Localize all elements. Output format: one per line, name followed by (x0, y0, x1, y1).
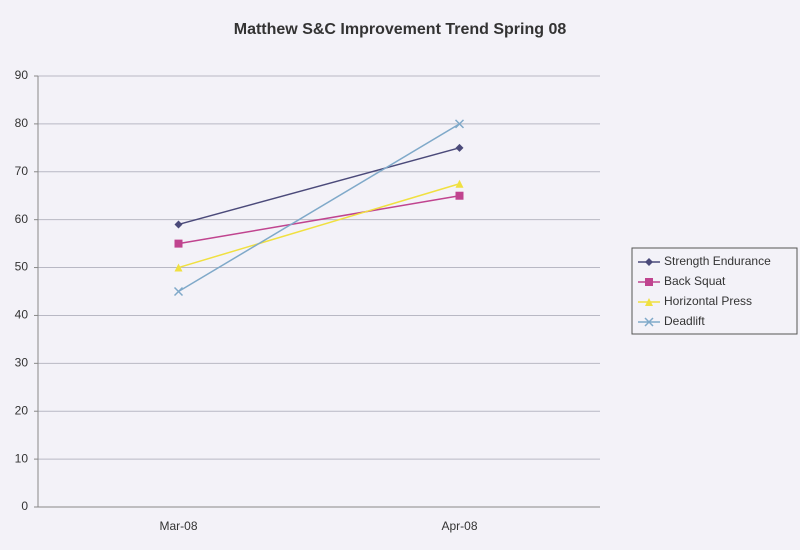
chart-title: Matthew S&C Improvement Trend Spring 08 (234, 21, 567, 38)
y-tick-label: 10 (15, 451, 29, 465)
data-point (174, 220, 183, 229)
legend-marker (645, 298, 653, 306)
data-point (174, 239, 183, 248)
legend-label: Back Squat (664, 274, 726, 288)
data-point (455, 179, 464, 188)
legend-label: Strength Endurance (664, 254, 771, 268)
series-line (178, 147, 460, 226)
data-point (455, 143, 464, 152)
y-tick-label: 0 (21, 499, 28, 513)
legend-marker (645, 278, 653, 286)
y-tick-label: 50 (15, 260, 29, 274)
legend-label: Horizontal Press (664, 294, 752, 308)
series-line (178, 123, 460, 293)
series-line (178, 194, 460, 245)
data-point (173, 286, 184, 297)
data-point (454, 119, 465, 129)
legend-marker (644, 317, 654, 327)
x-tick-label: Apr-08 (441, 519, 477, 533)
data-point (174, 263, 183, 272)
y-tick-label: 30 (15, 356, 29, 370)
x-tick-label: Mar-08 (159, 519, 197, 533)
data-point (455, 191, 464, 200)
series-line (178, 183, 460, 269)
y-tick-label: 60 (15, 212, 29, 226)
y-tick-label: 70 (15, 164, 29, 178)
y-tick-label: 90 (15, 68, 29, 82)
y-tick-label: 40 (15, 308, 29, 322)
legend-marker (645, 258, 653, 266)
y-tick-label: 20 (15, 403, 29, 417)
legend-label: Deadlift (664, 314, 705, 328)
y-tick-label: 80 (15, 116, 29, 130)
